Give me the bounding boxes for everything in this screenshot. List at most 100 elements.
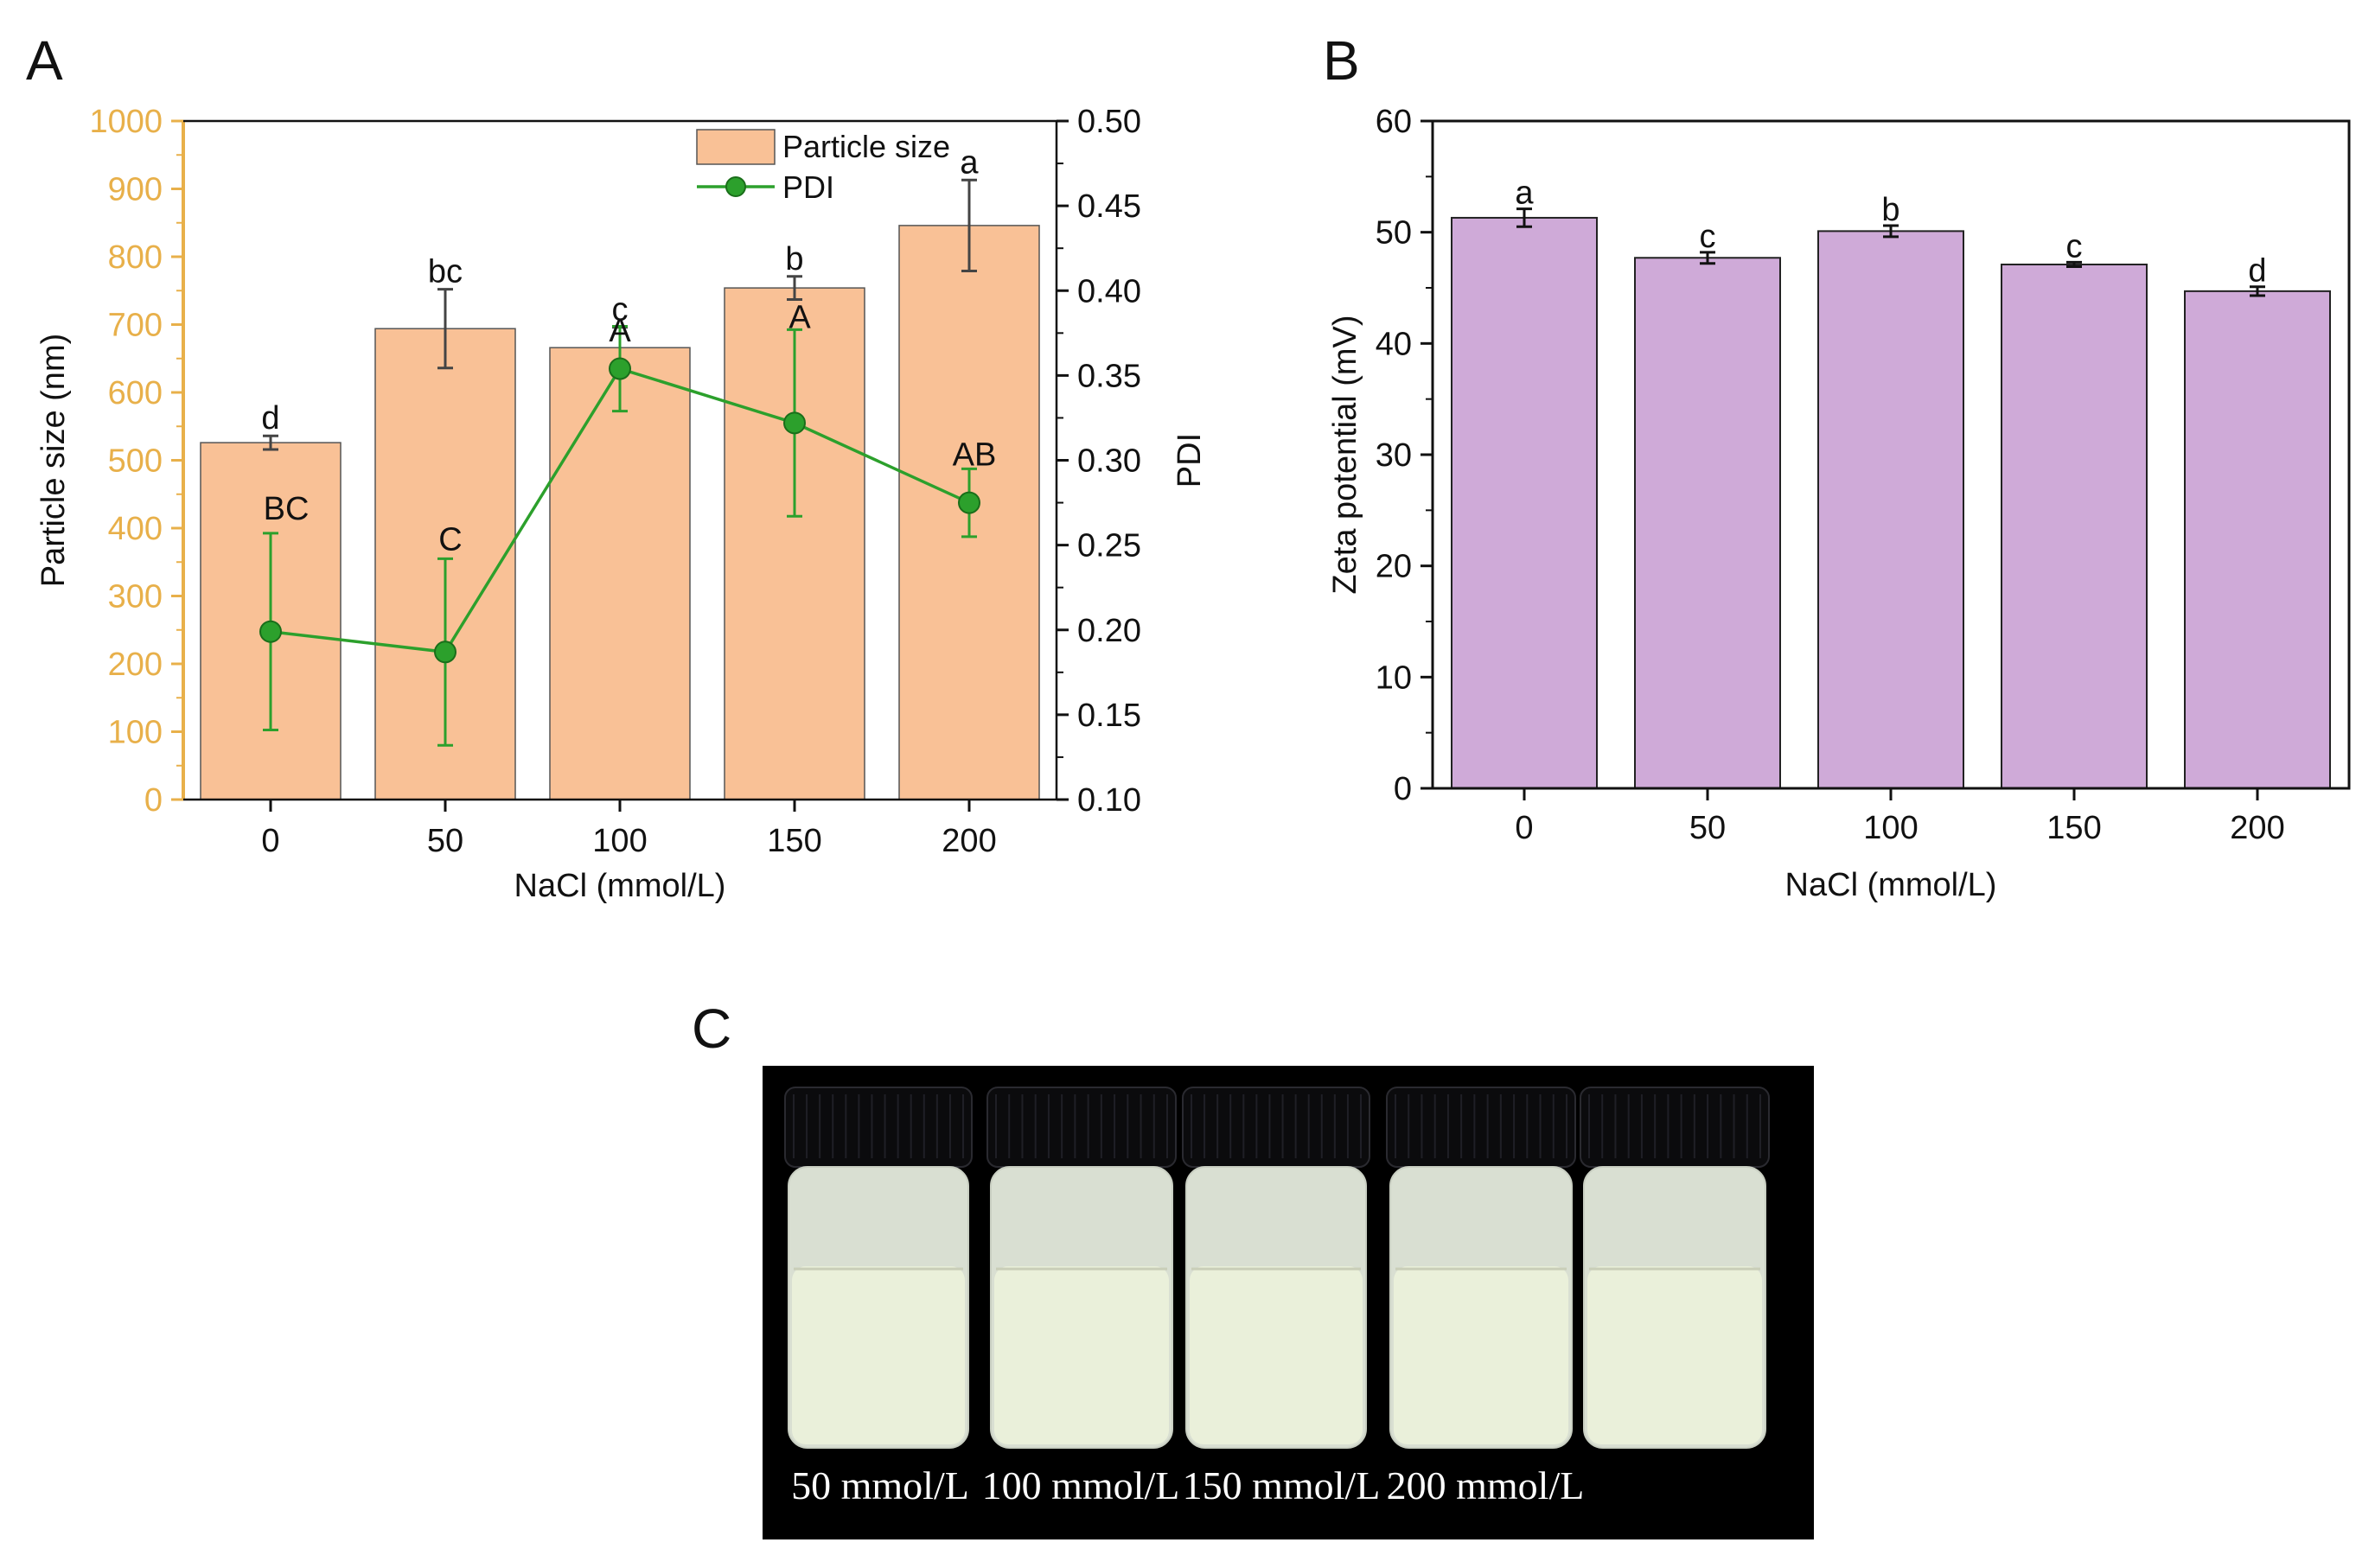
pdi-sig-label: C [438,522,462,558]
y-tick-label: 10 [1376,660,1412,696]
x-tick-label: 100 [592,823,647,859]
right-tick-label: 0.40 [1077,273,1141,309]
vial-label: 150 mmol/L [1183,1463,1381,1507]
zeta-sig-label: c [1700,219,1716,255]
right-axis-title: PDI [1172,433,1208,488]
x-tick-label: 150 [767,823,821,859]
legend-swatch-pdi-marker [725,176,746,197]
x-axis-title: NaCl (mmol/L) [1785,867,1997,903]
size-bar [549,347,691,800]
vial-liquid [1394,1266,1568,1444]
right-tick-label: 0.25 [1077,528,1141,564]
x-tick-label: 50 [1689,810,1726,846]
legend: Particle size PDI [696,129,950,205]
y-tick-label: 50 [1376,215,1412,252]
vial-photo: 50 mmol/L 100 mmol/L 150 mmol/L 200 mmol/L [763,1066,1814,1539]
zeta-sig-label: a [1515,175,1534,212]
vial-liquid [1190,1266,1363,1444]
y-tick-label: 30 [1376,437,1412,474]
zeta-bar [1634,257,1781,789]
vial-liquid [994,1266,1169,1444]
chart-b: a c b c d 0 10 20 30 40 50 60 0 50 100 150 200 NaCl (mmol… [1327,104,2351,903]
left-tick-label: 700 [108,308,163,344]
zeta-bar [2001,263,2148,790]
right-tick-label: 0.35 [1077,358,1141,394]
panel-c-letter: C [692,998,731,1060]
right-tick-label: 0.50 [1077,104,1141,140]
x-tick-label: 200 [2230,810,2284,846]
x-tick-label: 150 [2046,810,2101,846]
chart-a: dbccba010020030040050060070080090010000.… [35,104,1208,904]
zeta-sig-label: c [2066,228,2083,265]
left-tick-label: 1000 [89,104,163,140]
left-tick-label: 100 [108,715,163,751]
left-tick-label: 500 [108,443,163,480]
size-sig-label: a [960,144,979,181]
size-sig-label: c [612,292,629,328]
left-tick-label: 200 [108,647,163,683]
x-axis-title: NaCl (mmol/L) [514,868,726,904]
vial-cap [1580,1087,1770,1168]
left-tick-label: 800 [108,239,163,276]
pdi-sig-label: A [788,299,811,335]
y-tick-label: 60 [1376,104,1412,140]
panel-b-letter: B [1323,29,1360,92]
vial-liquid [792,1266,965,1444]
pdi-sig-label: BC [264,491,310,527]
vial-cap [1182,1087,1370,1168]
vial-cap [1386,1087,1576,1168]
vial [1182,1087,1370,1449]
right-tick-label: 0.30 [1077,443,1141,480]
legend-label-particle-size: Particle size [782,129,950,164]
pdi-point [259,620,282,643]
right-tick-label: 0.15 [1077,698,1141,734]
x-tick-label: 50 [427,823,463,859]
y-tick-label: 0 [1394,771,1412,807]
left-axis-title: Particle size (nm) [35,334,72,588]
vial-cap [986,1087,1177,1168]
right-tick-label: 0.45 [1077,188,1141,225]
vial [784,1087,973,1449]
y-tick-label: 20 [1376,549,1412,585]
panel-a-letter: A [26,29,63,92]
vial-label: 200 mmol/L [1387,1463,1585,1507]
pdi-point [958,491,980,514]
vial [986,1087,1177,1449]
vial-label: 50 mmol/L [791,1463,969,1507]
left-tick-label: 0 [144,782,163,819]
pdi-point [434,641,456,664]
y-axis-title: Zeta potential (mV) [1327,315,1363,594]
vial-cap [784,1087,973,1168]
zeta-bar [1451,216,1598,789]
vial [1386,1087,1576,1449]
pdi-point [783,411,806,435]
zeta-sig-label: b [1881,192,1899,228]
x-tick-label: 0 [1515,810,1533,846]
left-tick-label: 900 [108,172,163,208]
legend-swatch-particle-size [696,129,776,165]
right-tick-label: 0.20 [1077,613,1141,649]
vials: 50 mmol/L 100 mmol/L 150 mmol/L 200 mmol/L [784,1087,1770,1507]
left-tick-label: 400 [108,511,163,547]
vial-label: 100 mmol/L [982,1463,1180,1507]
size-sig-label: b [785,241,803,277]
left-tick-label: 300 [108,579,163,615]
zeta-sig-label: d [2248,253,2266,290]
pdi-sig-label: AB [953,437,997,473]
vial-liquid [1587,1266,1762,1444]
right-tick-label: 0.10 [1077,782,1141,819]
zeta-bar [1817,230,1964,789]
size-sig-label: d [261,400,279,437]
x-tick-label: 200 [942,823,996,859]
legend-label-pdi: PDI [782,169,834,205]
pdi-point [609,357,631,380]
size-sig-label: bc [428,254,463,290]
pdi-sig-label: A [609,313,631,349]
left-tick-label: 600 [108,375,163,411]
vial [1580,1087,1770,1449]
x-tick-label: 0 [261,823,279,859]
zeta-bar [2184,290,2331,789]
y-tick-label: 40 [1376,326,1412,362]
x-tick-label: 100 [1863,810,1918,846]
